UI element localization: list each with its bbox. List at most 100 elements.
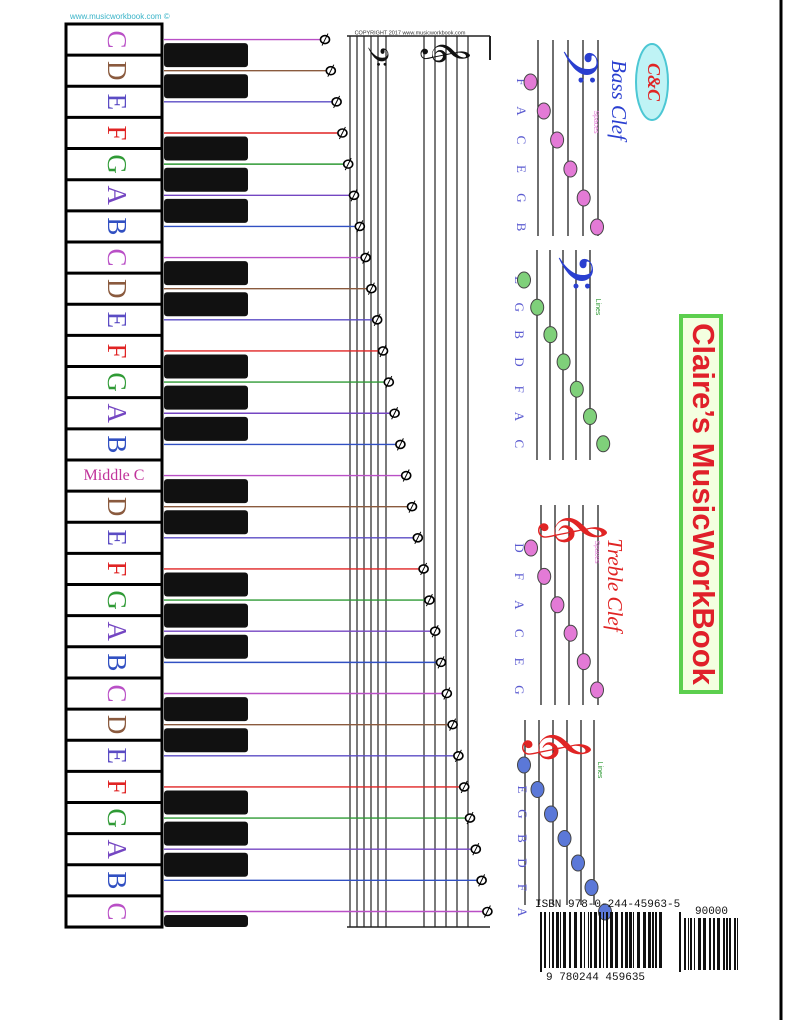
key-label: C — [102, 249, 132, 267]
key-label: A — [102, 404, 132, 424]
keyboard-frame — [64, 22, 164, 929]
black-key — [164, 603, 248, 628]
barcode-bar — [599, 912, 601, 972]
note-slash — [327, 64, 335, 77]
mini-note — [576, 189, 591, 207]
mini-note — [544, 805, 558, 823]
mini-note — [543, 326, 558, 344]
lines-label: Lines — [596, 762, 603, 779]
mini-clef: 𝄞 — [538, 511, 609, 545]
note-letter: E — [512, 658, 527, 666]
barcode-bar — [652, 912, 654, 972]
black-key — [164, 74, 248, 99]
barcode-bar — [563, 912, 566, 972]
note-letter: F — [515, 884, 530, 891]
black-key — [164, 167, 248, 192]
barcode-bar — [633, 912, 634, 972]
note-slash — [385, 375, 393, 389]
barcode-bar — [723, 918, 725, 970]
key-label: E — [102, 94, 132, 111]
key-label: E — [102, 530, 132, 547]
black-key — [164, 852, 248, 877]
key-label: D — [102, 497, 132, 517]
treble-clef-title: Treble Clef — [603, 538, 627, 634]
note-slash — [402, 469, 410, 482]
bass-clef-title: Bass Clef — [607, 60, 631, 143]
note-letter: G — [512, 303, 527, 312]
key-label: G — [102, 154, 132, 174]
barcode-bar — [588, 912, 589, 972]
barcode-bar — [713, 918, 715, 970]
black-key — [164, 416, 248, 441]
black-key — [164, 915, 248, 928]
note-slash — [472, 842, 480, 856]
note-letter: B — [515, 834, 530, 843]
note-slash — [478, 874, 486, 887]
note-letter: A — [512, 600, 527, 610]
barcode-bar — [629, 912, 632, 972]
note-slash — [414, 531, 422, 545]
black-key — [164, 354, 248, 379]
treble-clef-symbol: 𝄞 — [421, 40, 472, 65]
key-label: B — [102, 435, 132, 453]
mini-clef: 𝄢 — [540, 47, 608, 84]
barcode-bar — [603, 912, 604, 972]
barcode-label-bg — [544, 968, 664, 982]
note-letter: B — [512, 330, 527, 339]
barcode-bar — [594, 912, 597, 972]
key-label: D — [102, 279, 132, 299]
price-code: 90000 — [695, 906, 728, 918]
black-key — [164, 198, 248, 223]
note-slash — [373, 313, 381, 327]
note-slash — [321, 33, 329, 46]
black-key — [164, 385, 248, 410]
barcode-bar — [726, 918, 728, 970]
key-label: C — [102, 685, 132, 703]
mini-note — [530, 298, 545, 316]
note-letter: C — [514, 136, 529, 145]
barcode-bar — [694, 918, 695, 970]
note-slash — [391, 407, 399, 420]
barcode-bar — [643, 912, 646, 972]
note-slash — [396, 438, 404, 451]
black-key — [164, 728, 248, 753]
note-slash — [437, 656, 445, 669]
note-letter: A — [514, 106, 529, 116]
key-label: C — [102, 31, 132, 49]
spaces-label: Spaces — [593, 540, 600, 564]
barcode-bar — [734, 918, 736, 970]
mini-note — [596, 435, 611, 453]
key-label: A — [102, 839, 132, 859]
black-key — [164, 790, 248, 815]
barcode-bar — [688, 918, 689, 970]
barcode-bar — [698, 918, 701, 970]
note-slash — [338, 126, 346, 140]
note-slash — [443, 687, 451, 700]
note-letter: G — [514, 193, 529, 202]
middle-c-label: Middle C — [84, 467, 145, 484]
black-key — [164, 136, 248, 161]
note-letter: E — [515, 786, 530, 794]
barcode-bar — [610, 912, 613, 972]
note-letter: C — [512, 629, 527, 638]
mini-note — [537, 567, 552, 585]
spaces-label: Spaces — [592, 110, 599, 134]
key-label: A — [102, 186, 132, 206]
mini-note — [536, 102, 551, 120]
note-slash — [350, 189, 358, 202]
mini-note — [571, 854, 585, 872]
logo: C&C — [644, 63, 664, 102]
note-letter: G — [515, 809, 530, 818]
mini-note — [517, 756, 531, 774]
barcode-bar — [655, 912, 657, 972]
barcode-bar — [621, 912, 623, 972]
note-slash — [367, 282, 375, 295]
key-label: B — [102, 217, 132, 235]
note-letter: D — [512, 357, 527, 366]
barcode-bar — [703, 918, 706, 970]
mini-note — [569, 380, 584, 398]
note-slash — [362, 251, 370, 264]
note-letter: F — [514, 78, 529, 85]
barcode-bar — [737, 918, 738, 970]
note-slash — [420, 562, 428, 576]
